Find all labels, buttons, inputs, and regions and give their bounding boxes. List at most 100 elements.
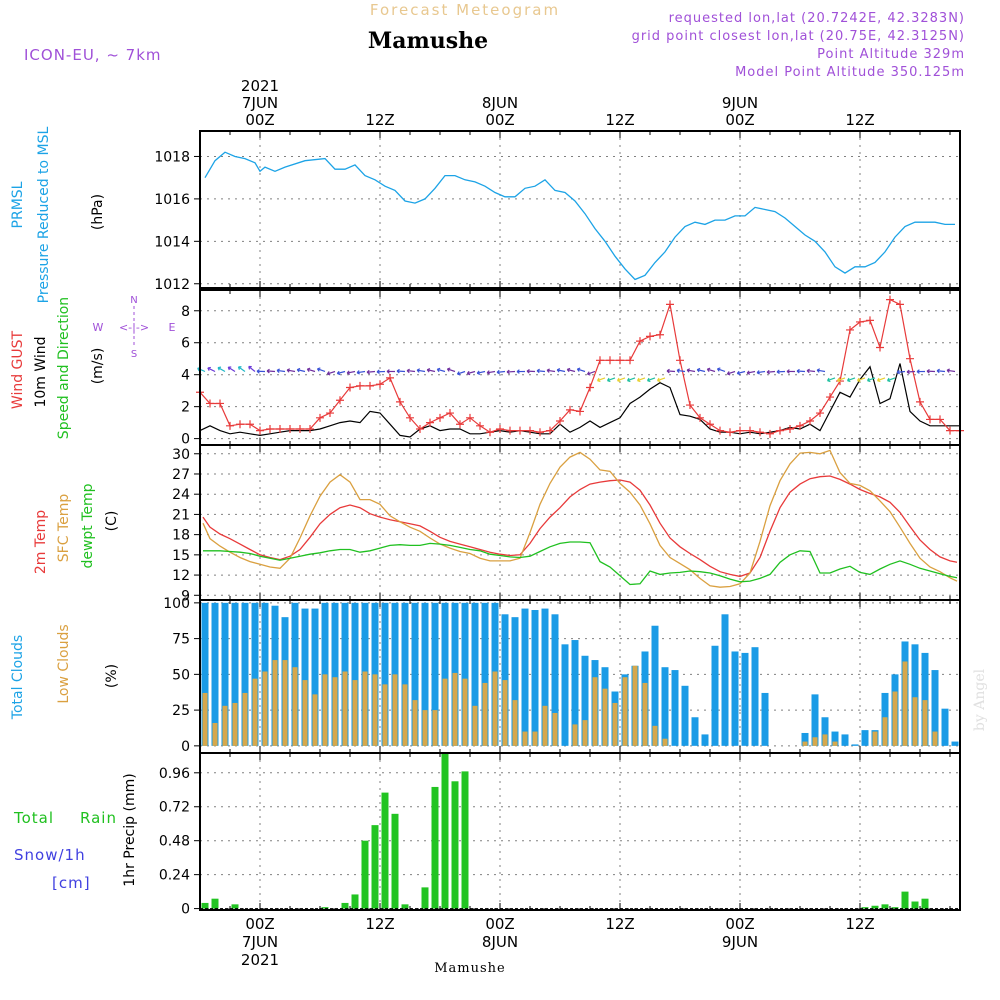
wind-direction-arrow (546, 369, 556, 373)
rain-bar (211, 898, 219, 909)
total-clouds-bar (431, 602, 439, 746)
wind-direction-arrow (867, 377, 876, 382)
wind-direction-arrowhead (466, 370, 471, 376)
time-label-bottom: 00Z (725, 915, 754, 933)
low-clouds-bar (202, 692, 208, 746)
gust-marker (246, 420, 254, 429)
gust-marker (296, 425, 304, 434)
time-label-top: 2021 (241, 77, 279, 95)
time-label-top: 9JUN (722, 94, 758, 112)
wind-direction-arrowhead (696, 367, 701, 373)
total-label: Total (13, 809, 54, 827)
panel-frame (199, 444, 961, 601)
gust-marker (496, 425, 504, 434)
time-label-top: 7JUN (242, 94, 278, 112)
wind-direction-arrow (946, 369, 956, 373)
total-clouds-bar (811, 694, 819, 746)
wind-direction-arrow (307, 368, 316, 373)
rain-bar (871, 905, 879, 909)
wind-direction-arrow (447, 368, 456, 373)
total-clouds-bar (541, 608, 549, 746)
wind-direction-arrowhead (266, 368, 270, 374)
wind-direction-arrow (477, 370, 486, 374)
wind-direction-arrow (337, 370, 346, 375)
wind-direction-arrowhead (886, 377, 891, 383)
gust-marker (626, 356, 634, 365)
wind-direction-arrowhead (796, 368, 800, 374)
pressure-label-1: PRMSL (10, 181, 26, 228)
wind-direction-arrowhead (636, 377, 641, 383)
y-tick-label: 0.72 (159, 800, 190, 816)
low-clouds-bar (592, 677, 598, 746)
wind-direction-arrow (317, 368, 326, 373)
wind-direction-arrowhead (846, 377, 851, 383)
station-title: Mamushe (368, 28, 488, 54)
y-tick-label: 0 (181, 902, 190, 918)
gust-marker (876, 343, 884, 352)
wind-direction-arrowhead (456, 371, 461, 376)
gust-marker (416, 425, 424, 434)
wind-direction-arrowhead (606, 377, 611, 383)
total-clouds-bar (411, 602, 419, 746)
gust-marker (346, 383, 354, 392)
wind-direction-arrowhead (516, 369, 520, 374)
wind-direction-arrow (837, 377, 846, 382)
wind-direction-arrowhead (276, 368, 280, 373)
total-clouds-bar (481, 602, 489, 746)
wind-direction-arrow (427, 369, 436, 373)
low-clouds-bar (252, 678, 258, 746)
wind-direction-arrowhead (826, 377, 831, 383)
low-clouds-bar (482, 682, 488, 746)
total-clouds-bar (691, 717, 699, 746)
gust-marker (816, 409, 824, 418)
panel-frame (199, 130, 961, 289)
gust-marker (716, 426, 724, 435)
total-clouds-bar (371, 602, 379, 746)
total-clouds-bar (851, 744, 859, 746)
wind-direction-arrowhead (926, 368, 930, 374)
wind-direction-arrowhead (446, 367, 451, 372)
gust-marker (476, 421, 484, 430)
low-clouds-bar (582, 720, 588, 746)
y-tick-label: 15 (172, 548, 190, 564)
wind-direction-arrowhead (356, 370, 360, 375)
gust-marker (606, 356, 614, 365)
low-clouds-bar (312, 694, 318, 746)
snow-label: Snow/1h (14, 846, 86, 864)
wind-direction-arrow (896, 370, 906, 373)
total-clouds-bar (721, 614, 729, 746)
wind-direction-arrow (676, 369, 686, 373)
time-label-bottom: 9JUN (722, 933, 758, 951)
low-clouds-bar (652, 725, 658, 746)
wind-direction-arrow (687, 369, 696, 373)
wind-direction-arrowhead (876, 377, 881, 383)
wind-gust-label: Wind GUST (10, 330, 26, 409)
wind-direction-arrowhead (776, 369, 780, 375)
wind-direction-arrow (327, 370, 336, 375)
low-clouds-bar (442, 678, 448, 746)
y-tick-label: 0.96 (159, 766, 190, 782)
low-clouds-bar (292, 667, 298, 746)
wind-direction-arrow (248, 366, 256, 372)
gust-marker (696, 413, 704, 422)
total-clouds-bar (911, 644, 919, 746)
gust-marker (616, 356, 624, 365)
wind-unit: (m/s) (90, 348, 106, 385)
wind-direction-arrowhead (376, 369, 380, 375)
low-clouds-bar (302, 680, 308, 746)
low-clouds-bar (282, 660, 288, 746)
rain-bar (351, 894, 359, 909)
y-tick-label: 2 (181, 400, 190, 416)
low-clouds-bar (402, 684, 408, 746)
wind-direction-arrow (467, 370, 476, 375)
total-clouds-bar (331, 602, 339, 746)
wind-direction-arrow (617, 377, 626, 382)
gust-marker (596, 356, 604, 365)
low-clouds-bar (232, 702, 238, 746)
y-tick-label: 50 (172, 667, 190, 683)
wind-direction-arrowhead (346, 370, 351, 375)
low-clouds-bar (632, 665, 638, 746)
wind-direction-arrow (936, 370, 946, 373)
gust-marker (366, 381, 374, 390)
low-clouds-bar (802, 741, 808, 746)
